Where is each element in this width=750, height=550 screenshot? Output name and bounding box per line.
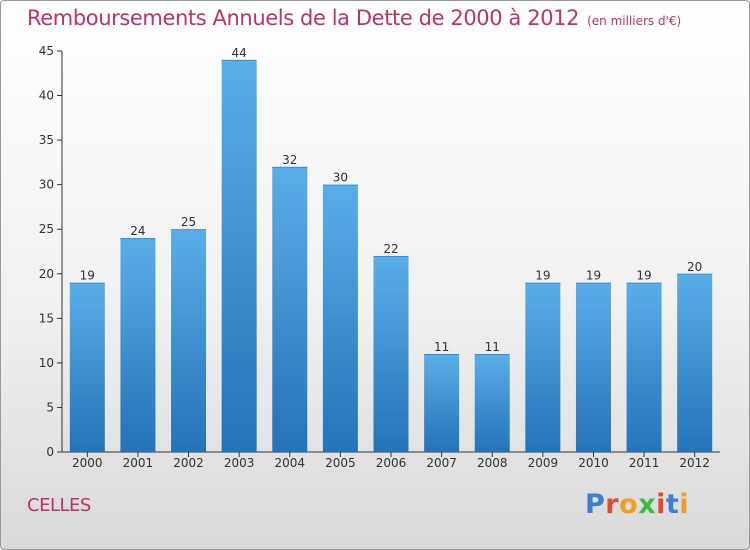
x-tick-label: 2008 xyxy=(477,456,508,470)
y-tick-label: 25 xyxy=(39,222,54,236)
logo-letter: i xyxy=(679,489,690,520)
labels-layer: 2000 19 2001 24 2002 25 2003 44 2004 32 2005 30 2006… xyxy=(72,46,710,470)
bar-2007[interactable] xyxy=(424,353,460,452)
data-label: 22 xyxy=(383,242,398,256)
chart-title-main: Remboursements Annuels de la Dette de 20… xyxy=(27,6,580,30)
y-tick-label: 45 xyxy=(39,44,54,58)
data-label: 32 xyxy=(282,153,297,167)
bar-2002[interactable] xyxy=(171,229,207,452)
x-tick-label: 2001 xyxy=(123,456,154,470)
bar-2000[interactable] xyxy=(69,282,105,452)
bar-2004[interactable] xyxy=(272,166,308,452)
logo-letter: P xyxy=(585,489,606,520)
bar-2009[interactable] xyxy=(525,282,561,452)
x-tick-label: 2010 xyxy=(578,456,609,470)
x-tick-label: 2002 xyxy=(173,456,204,470)
x-tick-label: 2009 xyxy=(528,456,559,470)
bar-2005[interactable] xyxy=(322,184,358,452)
x-tick-label: 2005 xyxy=(325,456,356,470)
x-tick-label: 2003 xyxy=(224,456,255,470)
proxiti-logo[interactable]: Proxiti xyxy=(585,489,689,520)
bars-layer xyxy=(69,59,713,453)
x-tick-label: 2000 xyxy=(72,456,103,470)
logo-letter: x xyxy=(638,489,657,520)
data-label: 11 xyxy=(434,340,449,354)
data-label: 19 xyxy=(80,269,95,283)
data-label: 19 xyxy=(586,269,601,283)
logo-letter: t xyxy=(665,489,680,520)
bar-2010[interactable] xyxy=(575,282,611,452)
x-tick-label: 2004 xyxy=(274,456,305,470)
x-tick-label: 2006 xyxy=(376,456,407,470)
data-label: 25 xyxy=(181,215,196,229)
chart-title: Remboursements Annuels de la Dette de 20… xyxy=(27,6,681,30)
data-label: 19 xyxy=(636,269,651,283)
data-label: 20 xyxy=(687,260,702,274)
y-tick-label: 5 xyxy=(46,400,54,414)
x-tick-label: 2012 xyxy=(679,456,710,470)
commune-name: CELLES xyxy=(27,495,91,516)
data-label: 19 xyxy=(535,269,550,283)
y-tick-label: 0 xyxy=(46,445,54,459)
y-tick-label: 20 xyxy=(39,267,54,281)
bar-2003[interactable] xyxy=(221,59,257,453)
y-tick-label: 15 xyxy=(39,311,54,325)
y-tick-label: 10 xyxy=(39,356,54,370)
bar-2011[interactable] xyxy=(626,282,662,452)
bar-2001[interactable] xyxy=(120,238,156,452)
chart-title-unit: (en milliers d'€) xyxy=(587,14,682,28)
data-label: 11 xyxy=(485,340,500,354)
data-label: 24 xyxy=(130,224,145,238)
logo-letter: o xyxy=(619,489,639,520)
bar-2012[interactable] xyxy=(677,273,713,452)
data-label: 44 xyxy=(232,46,247,60)
bar-2006[interactable] xyxy=(373,255,409,452)
data-label: 30 xyxy=(333,171,348,185)
x-tick-label: 2011 xyxy=(629,456,660,470)
x-tick-label: 2007 xyxy=(426,456,457,470)
logo-letter: r xyxy=(605,489,620,520)
axes-layer: 0 5 10 15 20 25 30 35 40 45 xyxy=(39,44,720,459)
y-tick-label: 35 xyxy=(39,133,54,147)
y-tick-label: 40 xyxy=(39,89,54,103)
bar-2008[interactable] xyxy=(474,353,510,452)
y-tick-label: 30 xyxy=(39,178,54,192)
logo-letter: i xyxy=(656,489,666,520)
